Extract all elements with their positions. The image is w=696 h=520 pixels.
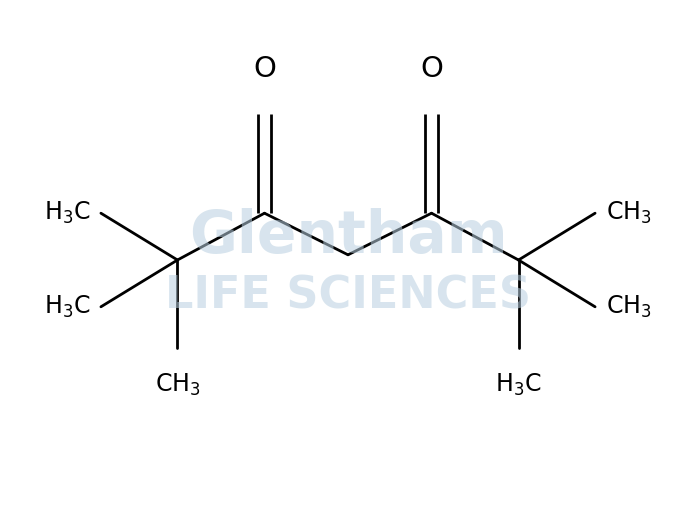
Text: CH$_3$: CH$_3$ <box>606 294 651 320</box>
Text: CH$_3$: CH$_3$ <box>606 200 651 226</box>
Text: H$_3$C: H$_3$C <box>44 200 90 226</box>
Text: H$_3$C: H$_3$C <box>496 372 541 398</box>
Text: O: O <box>253 55 276 83</box>
Text: Glentham: Glentham <box>189 208 507 265</box>
Text: CH$_3$: CH$_3$ <box>155 372 200 398</box>
Text: O: O <box>420 55 443 83</box>
Text: H$_3$C: H$_3$C <box>44 294 90 320</box>
Text: LIFE SCIENCES: LIFE SCIENCES <box>165 275 531 318</box>
